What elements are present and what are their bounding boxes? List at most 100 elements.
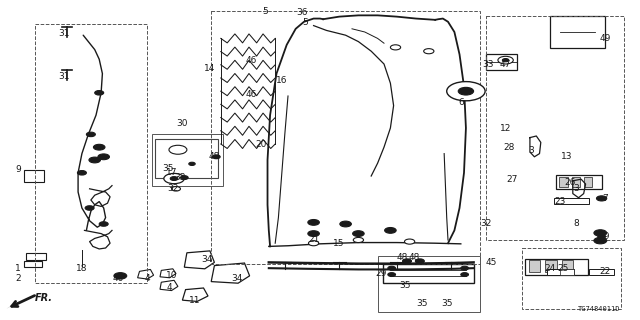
Text: 17: 17 [166, 168, 177, 177]
Text: 48: 48 [396, 253, 408, 262]
Text: 15: 15 [333, 239, 345, 248]
Circle shape [353, 231, 364, 236]
Text: 24: 24 [545, 264, 556, 273]
Circle shape [180, 176, 188, 180]
Circle shape [114, 273, 127, 279]
Circle shape [353, 237, 364, 243]
Polygon shape [211, 263, 250, 283]
Text: 7: 7 [602, 194, 607, 203]
Text: FR.: FR. [35, 292, 53, 303]
Text: 45: 45 [486, 258, 497, 267]
Text: 31: 31 [58, 29, 70, 38]
Text: 5: 5 [263, 7, 268, 16]
Circle shape [93, 144, 105, 150]
Bar [211, 11, 480, 264]
Text: 4: 4 [145, 274, 150, 283]
Circle shape [85, 206, 94, 210]
Text: 12: 12 [500, 124, 511, 132]
Circle shape [498, 56, 513, 64]
Text: 34: 34 [231, 274, 243, 283]
Circle shape [415, 259, 424, 263]
Bar [26, 253, 46, 260]
Circle shape [172, 187, 180, 191]
Text: 10: 10 [166, 271, 177, 280]
Bar [155, 139, 218, 178]
Circle shape [308, 231, 319, 236]
Bar [378, 256, 480, 312]
Text: 18: 18 [76, 264, 88, 273]
Circle shape [403, 259, 412, 263]
Text: 35: 35 [417, 300, 428, 308]
Text: 29: 29 [375, 269, 387, 278]
Text: 36: 36 [296, 8, 308, 17]
Circle shape [598, 235, 605, 239]
Text: 8: 8 [573, 220, 579, 228]
Text: 20: 20 [255, 140, 267, 148]
Polygon shape [138, 269, 154, 279]
Circle shape [95, 91, 104, 95]
Bar [522, 248, 621, 309]
Bar [35, 24, 147, 283]
Polygon shape [160, 280, 178, 291]
Text: 40: 40 [113, 274, 124, 283]
Text: 23: 23 [554, 197, 566, 206]
Text: 26: 26 [564, 178, 575, 187]
Text: 3: 3 [573, 184, 579, 193]
Text: 49: 49 [599, 34, 611, 43]
Circle shape [388, 266, 396, 270]
Polygon shape [184, 251, 214, 269]
Polygon shape [160, 269, 176, 278]
Polygon shape [182, 288, 208, 301]
Text: TG7484011D: TG7484011D [579, 306, 621, 312]
Circle shape [189, 162, 195, 165]
Text: 34: 34 [201, 255, 212, 264]
Text: 6: 6 [458, 98, 463, 107]
Bar [589, 269, 614, 275]
Circle shape [99, 222, 108, 226]
Bar [556, 175, 602, 189]
Text: 1: 1 [15, 264, 20, 273]
Bar [486, 54, 517, 70]
Text: 28: 28 [503, 143, 515, 152]
Circle shape [404, 239, 415, 244]
Text: 48: 48 [409, 253, 420, 262]
Bar [383, 264, 474, 283]
Bar [572, 177, 580, 187]
Circle shape [447, 82, 485, 101]
Text: 31: 31 [58, 72, 70, 81]
Circle shape [385, 228, 396, 233]
Bar [550, 16, 605, 48]
Bar [525, 259, 588, 275]
Text: 3: 3 [529, 146, 534, 155]
Bar [24, 170, 44, 182]
Text: 32: 32 [167, 184, 179, 193]
Bar [545, 260, 557, 272]
Text: 30: 30 [177, 119, 188, 128]
Bar [584, 177, 592, 187]
Text: 5: 5 [303, 18, 308, 27]
Text: 4: 4 [167, 284, 172, 292]
Circle shape [89, 157, 100, 163]
Text: 19: 19 [599, 232, 611, 241]
Circle shape [86, 132, 95, 137]
Bar [486, 16, 624, 240]
Circle shape [458, 87, 474, 95]
Text: 35: 35 [162, 164, 173, 172]
Circle shape [169, 145, 187, 154]
Text: 11: 11 [189, 296, 201, 305]
Circle shape [98, 154, 109, 160]
Text: 46: 46 [246, 90, 257, 99]
Text: 21: 21 [308, 236, 319, 244]
Text: 16: 16 [276, 76, 287, 84]
Bar [152, 134, 223, 186]
Text: 9: 9 [15, 165, 20, 174]
Circle shape [388, 273, 396, 276]
Bar [547, 269, 574, 275]
Circle shape [594, 230, 607, 236]
Text: 33: 33 [482, 60, 493, 68]
Circle shape [390, 45, 401, 50]
Circle shape [212, 155, 220, 159]
Bar [554, 198, 589, 204]
Text: 33: 33 [175, 173, 186, 182]
Circle shape [424, 49, 434, 54]
